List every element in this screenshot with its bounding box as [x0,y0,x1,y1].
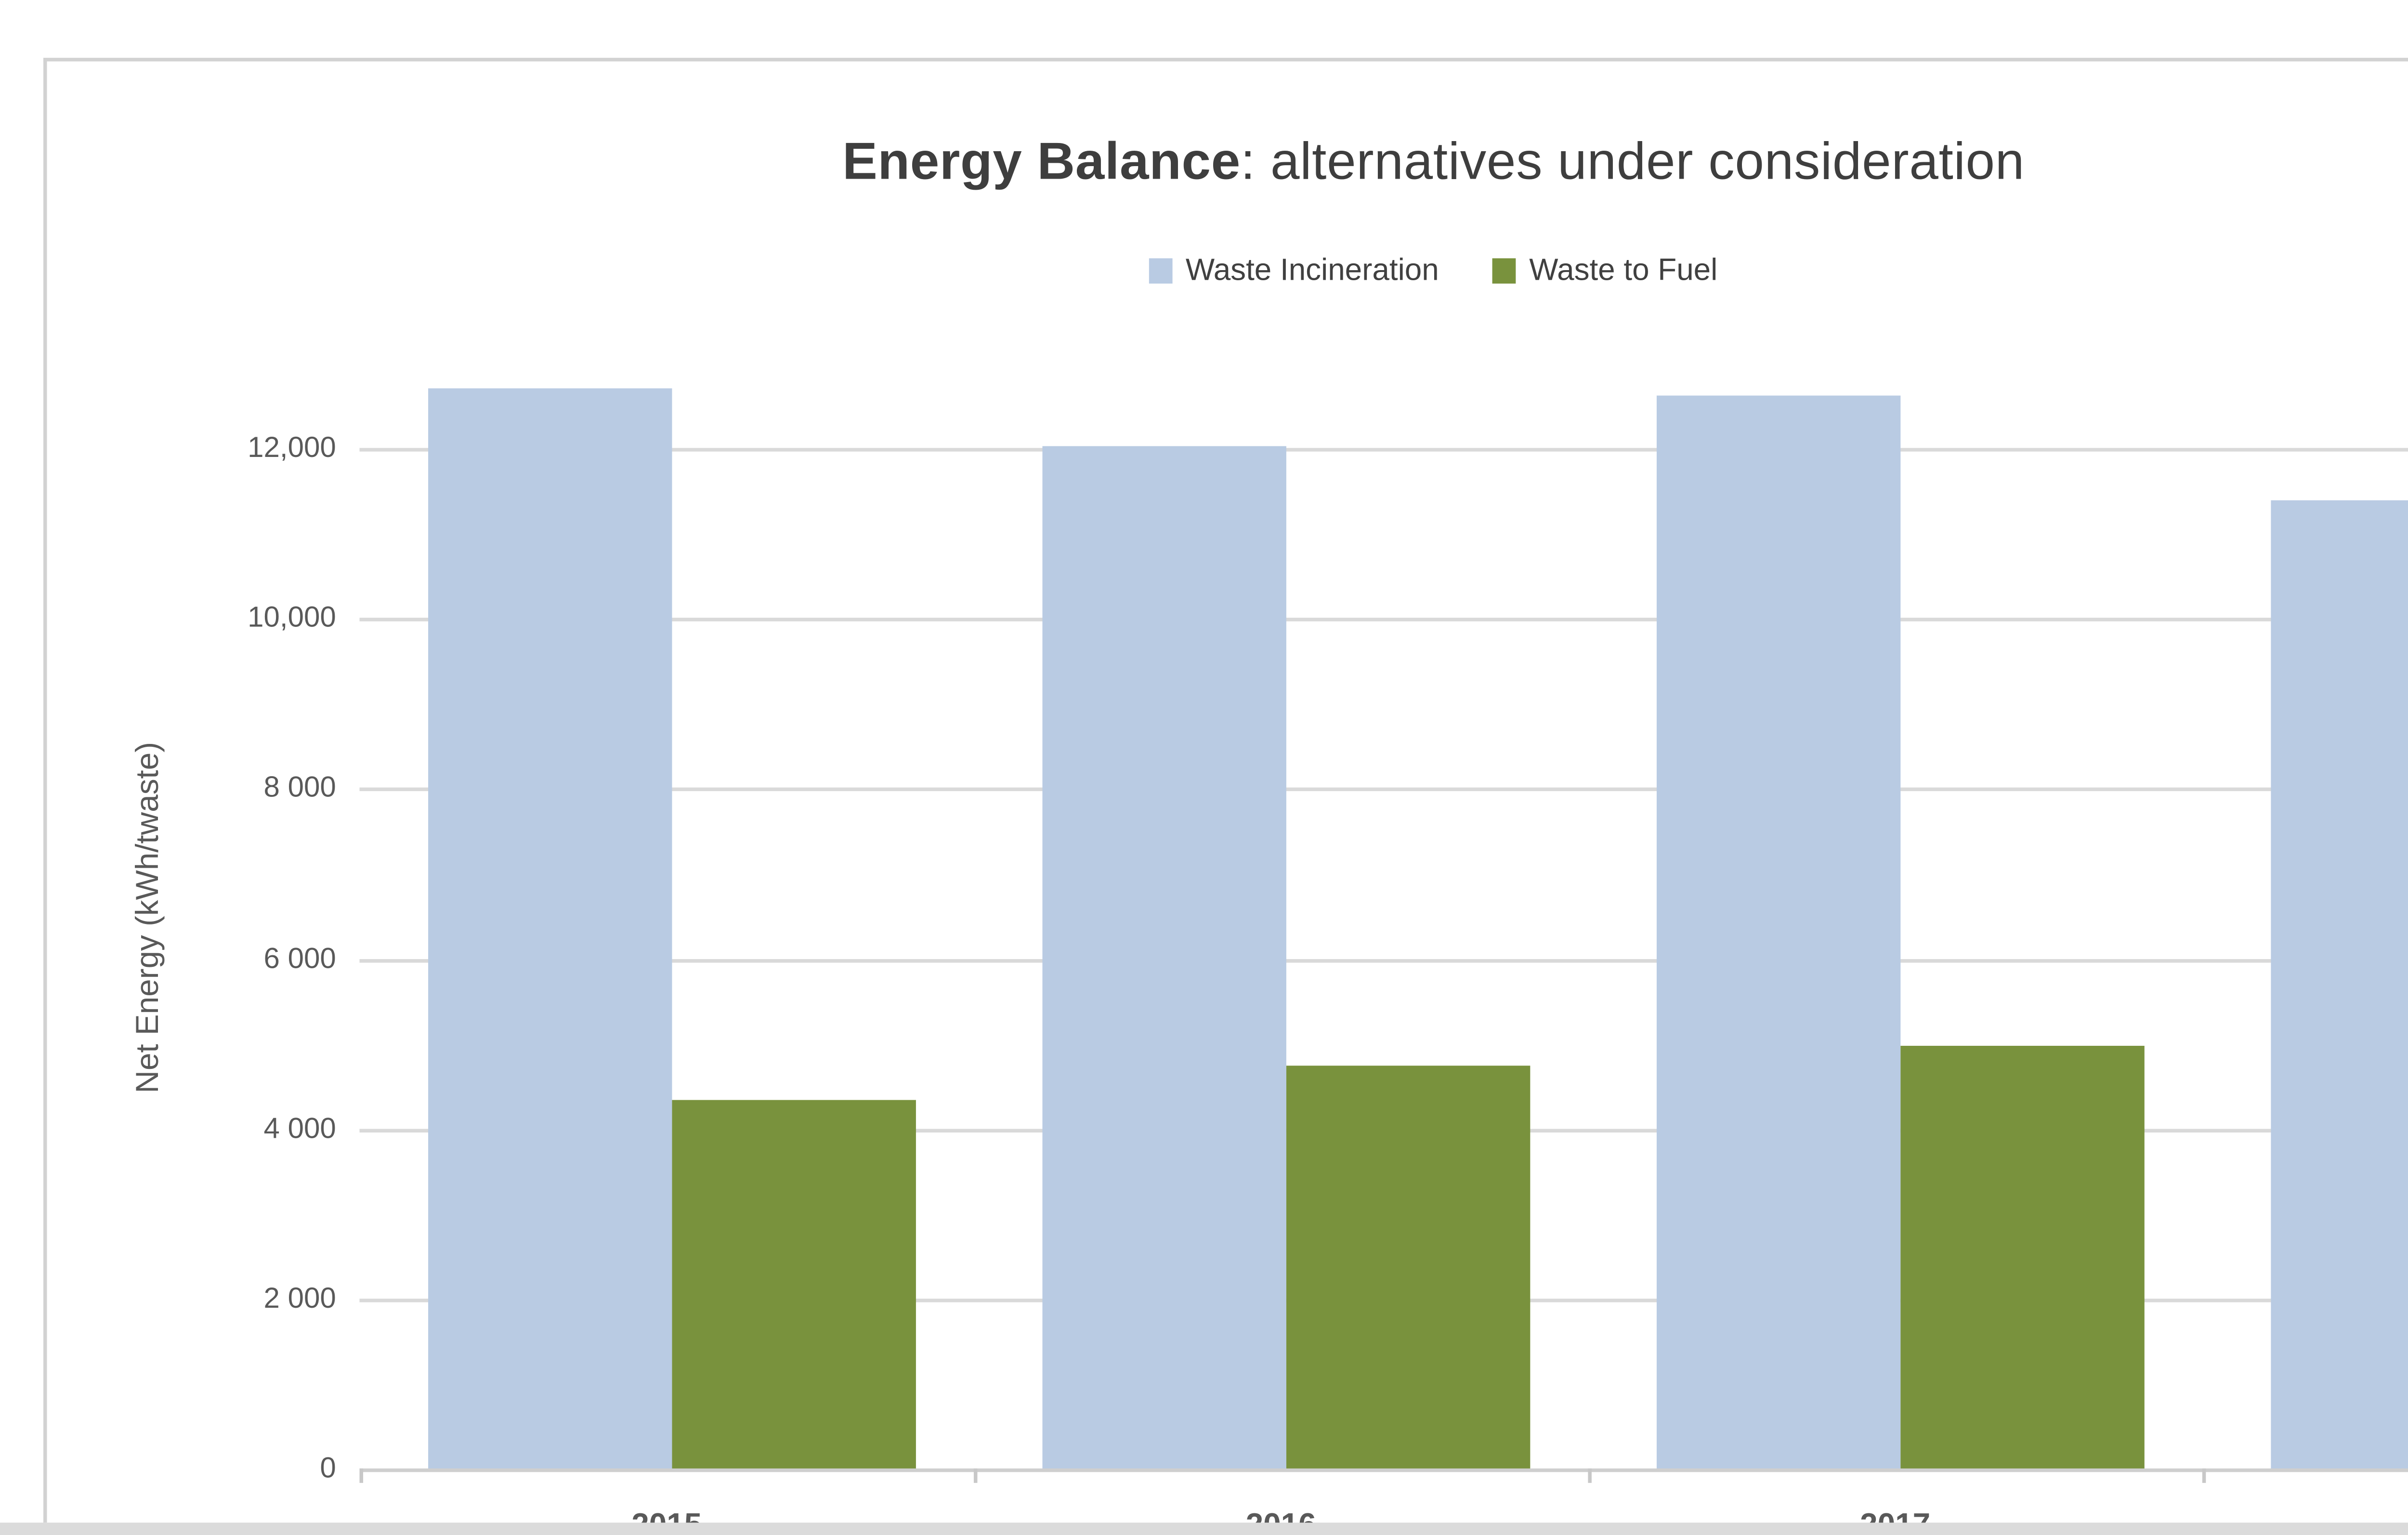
legend-swatch-icon [1493,258,1517,284]
legend-label: Waste to Fuel [1529,253,1718,287]
gridline-10000 [359,618,2408,622]
bar-waste-incineration-2016 [1042,446,1286,1470]
chart-title: Energy Balance: alternatives under consi… [47,134,2408,194]
legend-item-waste-to-fuel: Waste to Fuel [1493,253,1717,289]
y-tick-label-0: 0 [320,1454,336,1485]
x-axis-tick [973,1468,978,1483]
y-tick-label-10000: 10,000 [248,603,336,635]
x-axis-tick [1588,1468,1592,1483]
y-tick-label-8000: 8 000 [263,773,336,805]
legend-swatch-icon [1149,258,1173,284]
gridline-6000 [359,958,2408,962]
gridline-12000 [359,448,2408,452]
chart-legend: Waste Incineration Waste to Fuel [47,253,2408,289]
bar-waste-to-fuel-2016 [1286,1066,1531,1470]
chart-title-bold: Energy Balance [842,133,1241,192]
gridline-8000 [359,788,2408,792]
bar-waste-incineration-2015 [428,389,672,1470]
y-tick-label-2000: 2 000 [263,1284,336,1315]
x-axis-tick [359,1468,364,1483]
chart-bottom-edge [0,1522,2408,1535]
chart-card: Energy Balance: alternatives under consi… [43,58,2408,1535]
bar-waste-incineration-2017 [1656,396,1901,1470]
x-axis-tick [2202,1468,2206,1483]
y-tick-label-4000: 4 000 [263,1114,336,1145]
legend-label: Waste Incineration [1185,253,1439,287]
chart-title-rest: : alternatives under consideration [1241,133,2025,192]
y-tick-label-6000: 6 000 [263,944,336,975]
bar-waste-to-fuel-2015 [672,1100,916,1470]
plot-area [359,365,2408,1483]
y-tick-label-12000: 12,000 [248,433,336,465]
bar-waste-to-fuel-2017 [1900,1045,2145,1470]
legend-item-waste-incineration: Waste Incineration [1149,253,1439,289]
x-axis-line [359,1468,2408,1472]
bar-waste-incineration-2018 [2271,501,2408,1470]
